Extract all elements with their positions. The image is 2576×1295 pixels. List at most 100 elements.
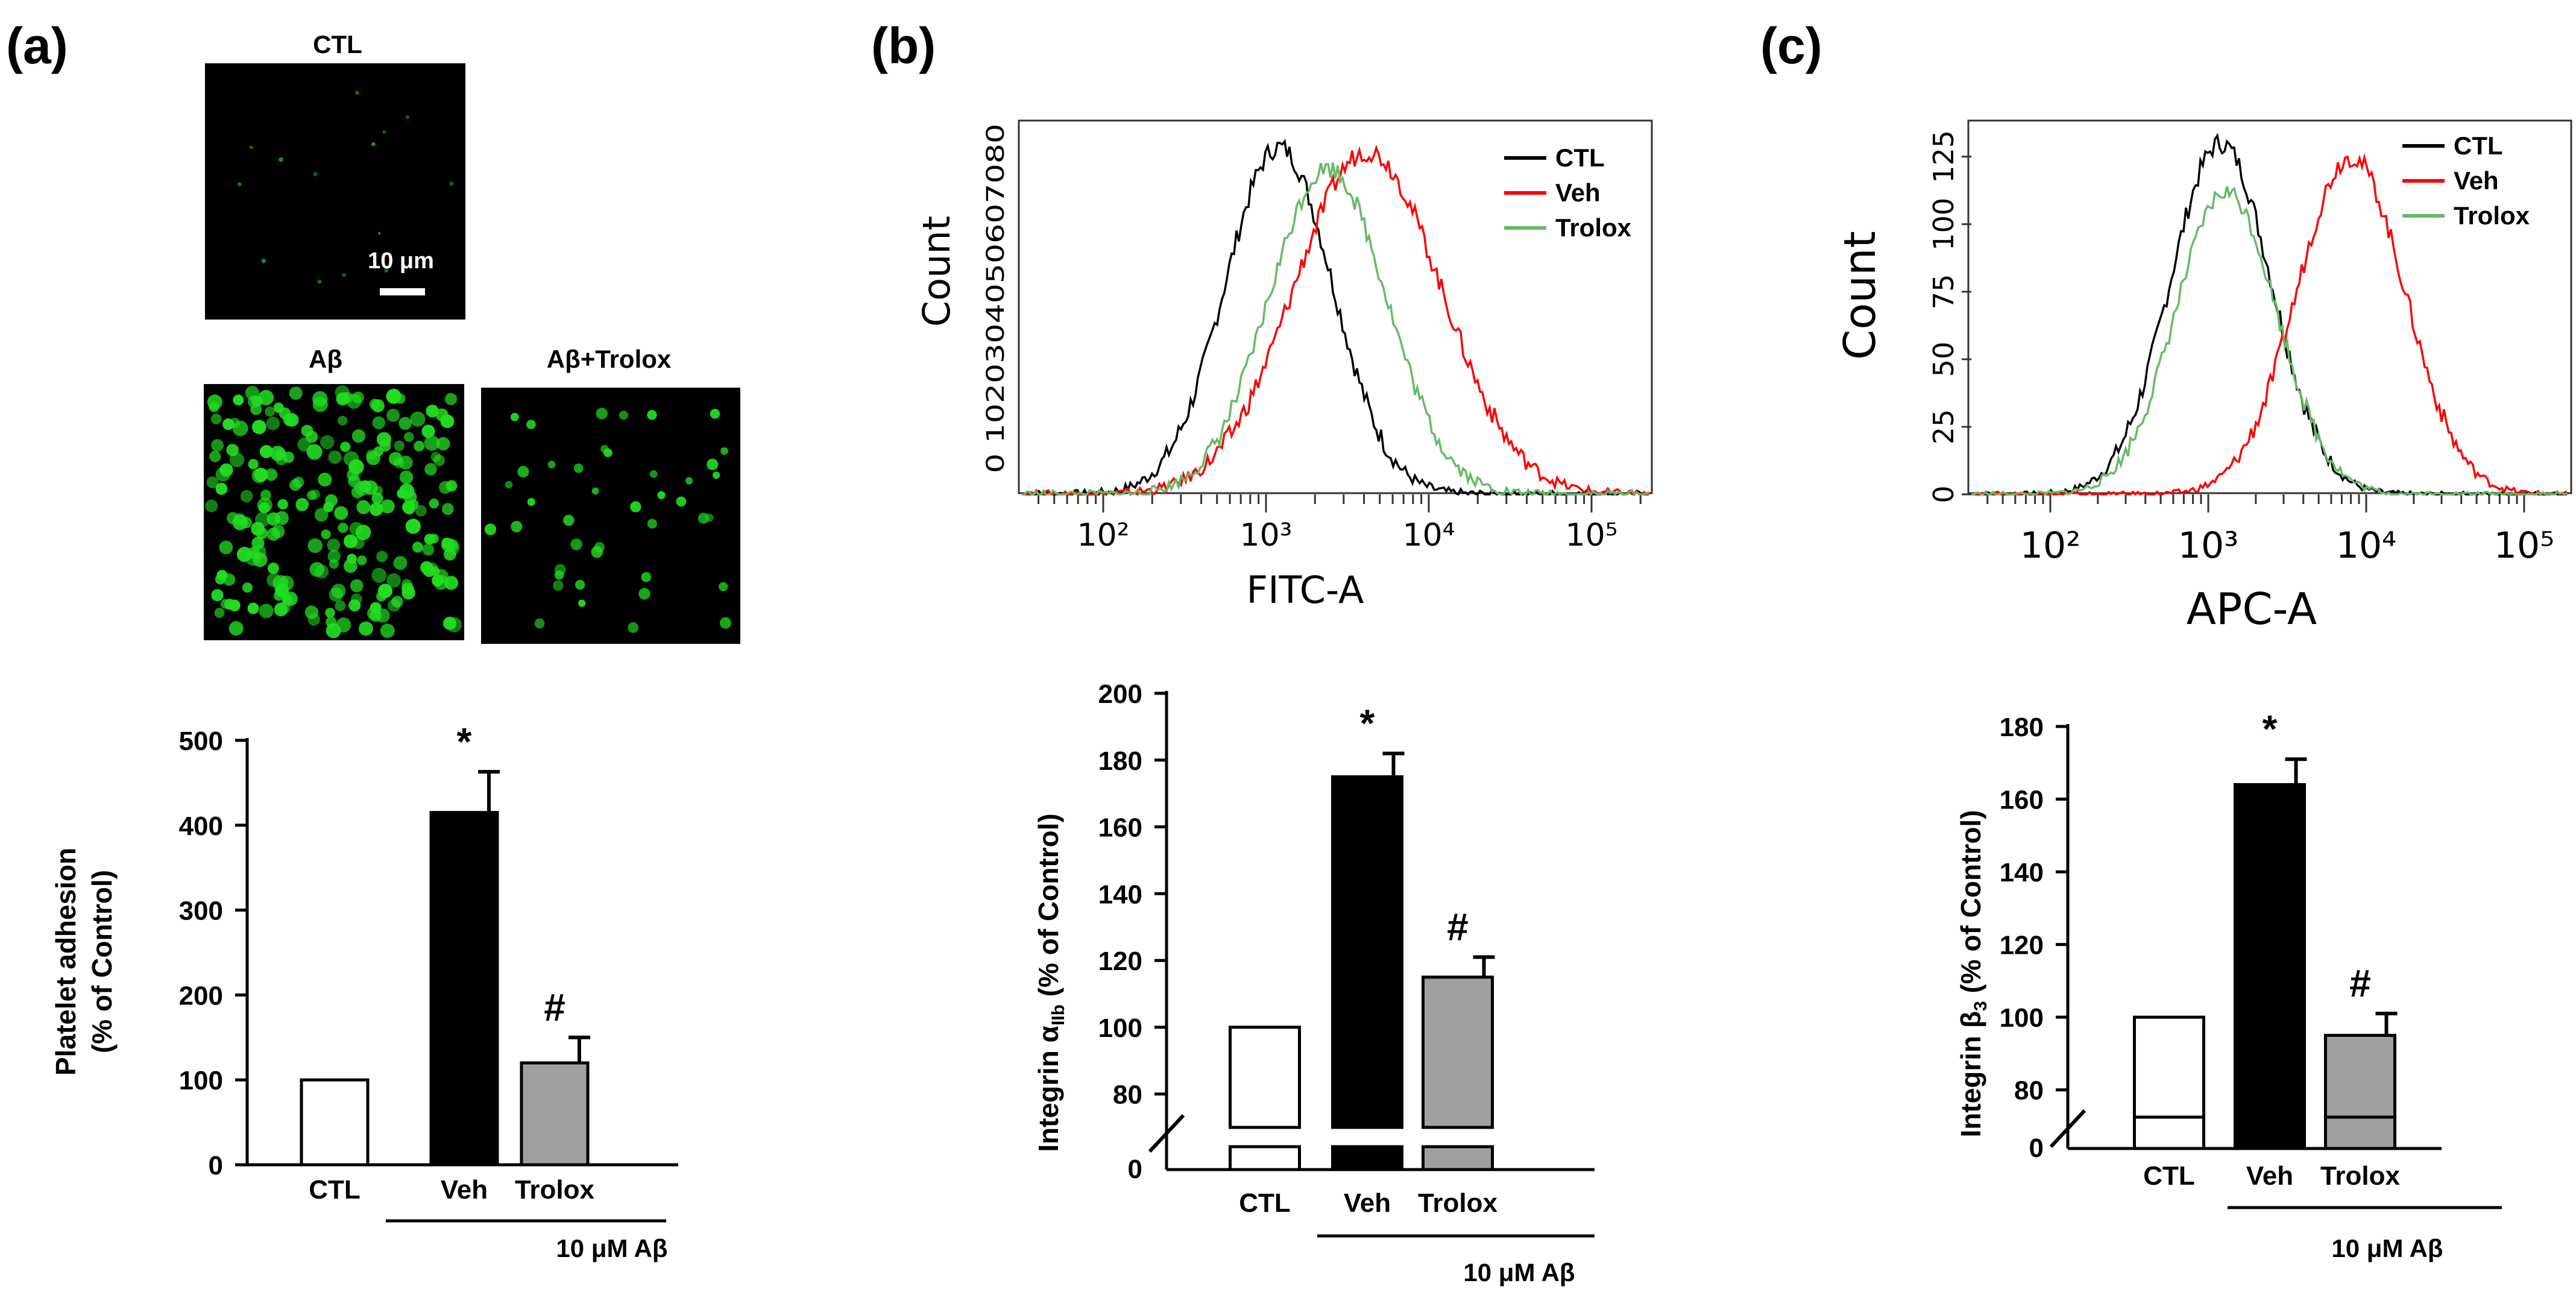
group-label-b3: 10 μM Aβ [2331,1234,2443,1262]
platelet-dot [205,499,218,512]
platelet-dot [433,575,449,590]
platelet-dot [534,618,545,629]
platelet-dot [248,459,259,470]
platelet-dot [402,586,415,600]
histogram-series-ctl [1021,139,1649,497]
bar-category-label: Trolox [2320,1161,2401,1191]
platelet-dot [373,485,383,496]
histogram-x-tick-label: 10⁴ [1402,517,1455,553]
histogram-x-tick-label: 10² [2020,525,2080,567]
bar-ctl [300,1078,370,1167]
platelet-dot [647,410,657,420]
bar-category-label: CTL [1239,1188,1291,1218]
platelet-dot [424,435,440,451]
platelet-dot [266,528,280,541]
platelet-dot [412,541,424,553]
platelet-dot [359,621,373,636]
histogram-apc: Count APC-A 10² 10³ 10⁴ 10⁵ 0 25 50 75 100 125 CTL… [1834,119,2572,634]
platelet-dot [273,590,285,601]
bar-category-label: CTL [2143,1161,2195,1191]
micrograph-abeta-dots [205,385,462,638]
platelet-dot [384,268,389,273]
bar-stub-trolox [1422,1145,1494,1171]
platelet-dot [420,561,433,575]
platelet-dot [409,499,419,509]
histogram-series-trolox [1021,162,1649,496]
platelet-dot [630,501,641,512]
legend-label-ctl: CTL [1555,143,1605,172]
ylabel-b3-prefix: Integrin β [1955,1011,1986,1138]
platelet-dot [553,580,564,591]
platelet-dot [371,567,387,583]
platelet-dot [443,616,456,630]
platelet-dot [209,450,221,462]
significance-mark: # [2349,962,2371,1005]
platelet-dot [247,602,259,614]
histogram-x-tick-label: 10³ [2178,525,2238,567]
bar-y-zero-label: 0 [2029,1133,2044,1163]
platelet-dot [216,570,228,581]
axis-break-mark [1148,1114,1185,1153]
histogram-fitc-xlabel: FITC-A [1247,568,1364,612]
platelet-dot [289,386,303,400]
platelet-dot [317,279,322,284]
bar-veh [429,811,499,1167]
platelet-dot [410,411,426,427]
platelet-dot [638,588,650,600]
platelet-dot [258,389,274,406]
significance-mark: * [457,720,472,763]
platelet-dot [641,572,652,582]
platelet-dot [233,394,244,406]
panel-label-a: (a) [6,17,68,74]
platelet-dot [547,461,556,468]
bar-y-tick-label: 80 [1113,1080,1142,1110]
platelet-dot [334,506,348,520]
axis-break-mark [2049,1109,2086,1148]
platelet-dot [591,487,599,495]
platelet-dot [386,408,400,422]
histogram-series-ctl [1971,133,2567,496]
histogram-y-tick-label: 125 [1927,130,1960,183]
micrograph-trolox-dots [484,408,732,633]
histogram-series-trolox [1971,186,2568,496]
platelet-dot [386,573,401,588]
platelet-dot [421,424,435,438]
platelet-dot [310,489,320,500]
platelet-dot [274,511,289,525]
platelet-dot [359,480,371,493]
platelet-dot [312,391,328,407]
platelet-dot [446,480,458,492]
bar-category-label: Veh [1344,1188,1391,1218]
micrograph-trolox [481,388,740,644]
legend-label-veh: Veh [2454,166,2499,195]
platelet-dot [327,538,341,552]
platelet-dot [554,564,566,576]
histogram-y-tick-label: 75 [1927,274,1960,310]
platelet-dot [318,473,332,487]
platelet-dot [511,520,523,533]
platelet-dot [505,481,513,489]
bar-veh [2234,783,2306,1128]
bar-category-label: CTL [309,1175,361,1205]
platelet-dot [259,445,273,458]
platelet-dot [351,429,366,443]
platelet-dot [382,130,386,134]
platelet-dot [259,603,274,619]
bar-y-tick-label: 500 [179,726,223,756]
platelet-dot [242,582,253,593]
platelet-dot [628,622,639,633]
bar-y-tick-label: 100 [179,1066,223,1095]
platelet-dot [352,391,364,404]
platelet-dot [211,439,224,452]
bar-y-tick-label: 120 [1098,947,1142,976]
platelet-dot [570,538,582,550]
platelet-dot [285,413,299,427]
platelet-dot [265,406,275,417]
platelet-dot [573,463,584,473]
bar-trolox [2324,1033,2396,1128]
platelet-dot [283,452,295,463]
platelet-dot [377,232,381,235]
platelet-dot [356,500,371,514]
platelet-dot [350,579,364,593]
platelet-dot [647,518,657,529]
